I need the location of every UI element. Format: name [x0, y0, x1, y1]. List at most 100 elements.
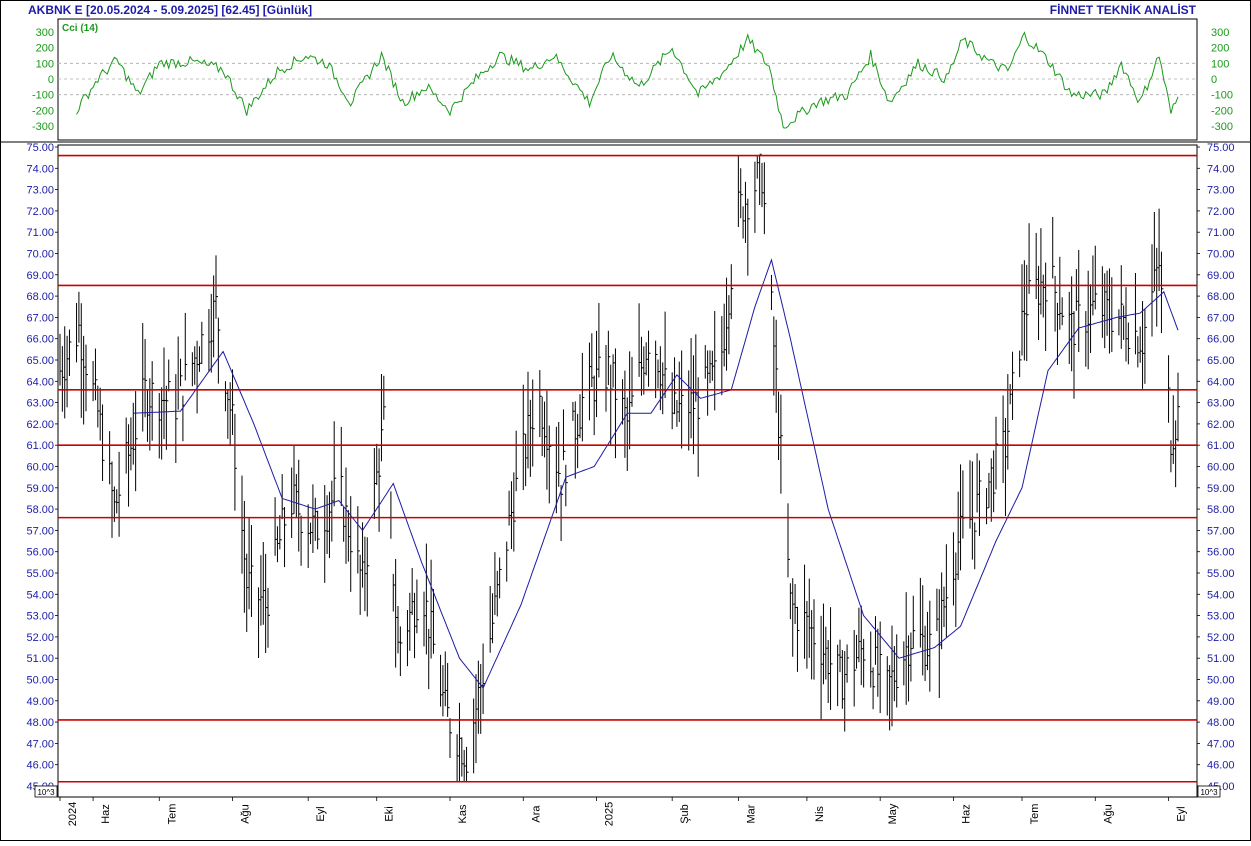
- price-tick-right: 57.00: [1207, 525, 1235, 537]
- price-tick-left: 57.00: [26, 525, 54, 537]
- x-tick-label: Şub: [679, 804, 691, 824]
- price-tick-left: 49.00: [26, 696, 54, 708]
- cci-tick-left: 0: [48, 74, 54, 86]
- price-tick-right: 73.00: [1207, 185, 1235, 197]
- chart-title: AKBNK E [20.05.2024 - 5.09.2025] [62.45]…: [28, 3, 312, 17]
- cci-tick-left: 100: [36, 58, 54, 70]
- price-tick-left: 60.00: [26, 462, 54, 474]
- brand-label: FİNNET TEKNİK ANALİST: [1050, 2, 1197, 17]
- price-tick-right: 61.00: [1207, 440, 1235, 452]
- price-tick-right: 70.00: [1207, 249, 1235, 261]
- price-tick-left: 62.00: [26, 419, 54, 431]
- cci-tick-right: -200: [1211, 105, 1233, 117]
- cci-tick-right: 0: [1211, 74, 1217, 86]
- price-tick-left: 53.00: [26, 611, 54, 623]
- price-tick-right: 75.00: [1207, 142, 1235, 154]
- price-tick-right: 48.00: [1207, 717, 1235, 729]
- price-tick-right: 50.00: [1207, 675, 1235, 687]
- price-tick-right: 72.00: [1207, 206, 1235, 218]
- scale-note-left: 10^3: [37, 788, 55, 797]
- cci-line: [76, 31, 1179, 129]
- price-tick-right: 66.00: [1207, 334, 1235, 346]
- scale-note-right: 10^3: [1200, 788, 1218, 797]
- x-tick-label: Tem: [166, 804, 178, 825]
- x-tick-label: Ara: [530, 805, 542, 823]
- cci-tick-left: 300: [36, 27, 54, 39]
- price-tick-left: 72.00: [26, 206, 54, 218]
- price-tick-right: 59.00: [1207, 483, 1235, 495]
- price-tick-left: 54.00: [26, 589, 54, 601]
- price-tick-right: 54.00: [1207, 589, 1235, 601]
- price-tick-left: 46.00: [26, 760, 54, 772]
- x-tick-label: Kas: [457, 804, 469, 823]
- price-tick-right: 71.00: [1207, 227, 1235, 239]
- price-tick-right: 60.00: [1207, 462, 1235, 474]
- price-tick-left: 67.00: [26, 312, 54, 324]
- price-tick-left: 75.00: [26, 142, 54, 154]
- x-tick-label: 2024: [67, 802, 79, 826]
- x-tick-label: Mar: [745, 804, 757, 823]
- price-tick-left: 58.00: [26, 504, 54, 516]
- price-tick-right: 53.00: [1207, 611, 1235, 623]
- scale-note-left-box: [34, 785, 58, 798]
- x-axis: 2024 Haz Tem Ağu Eyl Eki Kas Ara 2025 Şub Mar Nis Ma…: [59, 797, 1188, 826]
- x-tick-label: Ağu: [1102, 804, 1114, 824]
- cci-tick-right: -100: [1211, 90, 1233, 102]
- price-tick-right: 49.00: [1207, 696, 1235, 708]
- price-tick-right: 56.00: [1207, 547, 1235, 559]
- x-tick-label: 2025: [604, 802, 616, 826]
- price-tick-labels: 75.00 75.00 74.00 74.00 73.00 73.00 72.00 72.00…: [26, 142, 1234, 793]
- price-tick-right: 55.00: [1207, 568, 1235, 580]
- price-panel-frame: [57, 144, 1198, 798]
- price-tick-right: 67.00: [1207, 312, 1235, 324]
- cci-gridlines: [58, 62, 1197, 96]
- x-tick-label: Eki: [384, 806, 396, 821]
- price-tick-left: 61.00: [26, 440, 54, 452]
- x-tick-label: Ağu: [240, 804, 252, 824]
- x-tick-label: Tem: [1029, 804, 1041, 825]
- price-tick-right: 62.00: [1207, 419, 1235, 431]
- cci-tick-right: -300: [1211, 121, 1233, 133]
- price-tick-right: 51.00: [1207, 653, 1235, 665]
- x-tick-label: Eyl: [315, 806, 327, 821]
- price-tick-left: 50.00: [26, 675, 54, 687]
- x-tick-label: Nis: [814, 806, 826, 822]
- x-tick-label: Eyl: [1176, 806, 1188, 821]
- price-tick-right: 52.00: [1207, 632, 1235, 644]
- price-tick-left: 59.00: [26, 483, 54, 495]
- cci-tick-right: 300: [1211, 27, 1229, 39]
- cci-tick-left: -300: [32, 121, 54, 133]
- price-tick-left: 48.00: [26, 717, 54, 729]
- cci-tick-right: 100: [1211, 58, 1229, 70]
- price-tick-right: 69.00: [1207, 270, 1235, 282]
- moving-average-line: [133, 258, 1179, 689]
- cci-legend-label: Cci (14): [62, 23, 98, 34]
- price-tick-right: 68.00: [1207, 291, 1235, 303]
- ohlc-bars: [59, 153, 1180, 782]
- price-tick-left: 63.00: [26, 398, 54, 410]
- price-tick-left: 71.00: [26, 227, 54, 239]
- x-tick-label: Haz: [100, 804, 112, 824]
- cci-tick-left: -200: [32, 105, 54, 117]
- price-tick-right: 46.00: [1207, 760, 1235, 772]
- price-tick-left: 74.00: [26, 163, 54, 175]
- price-tick-left: 68.00: [26, 291, 54, 303]
- price-tick-left: 52.00: [26, 632, 54, 644]
- price-tick-right: 63.00: [1207, 398, 1235, 410]
- price-tick-left: 66.00: [26, 334, 54, 346]
- x-tick-label: May: [887, 803, 899, 824]
- price-tick-left: 73.00: [26, 185, 54, 197]
- price-tick-left: 51.00: [26, 653, 54, 665]
- price-tick-left: 47.00: [26, 738, 54, 750]
- price-tick-left: 64.00: [26, 376, 54, 388]
- price-tick-left: 69.00: [26, 270, 54, 282]
- cci-tick-left: -100: [32, 90, 54, 102]
- price-tick-left: 55.00: [26, 568, 54, 580]
- cci-tick-labels: 300 300 200 200 100 100 0 0 -100 -100 -200 -200 -300…: [32, 27, 1233, 133]
- price-tick-right: 47.00: [1207, 738, 1235, 750]
- cci-panel-frame: [57, 18, 1198, 141]
- price-tick-right: 58.00: [1207, 504, 1235, 516]
- price-tick-right: 64.00: [1207, 376, 1235, 388]
- x-tick-label: Haz: [960, 804, 972, 824]
